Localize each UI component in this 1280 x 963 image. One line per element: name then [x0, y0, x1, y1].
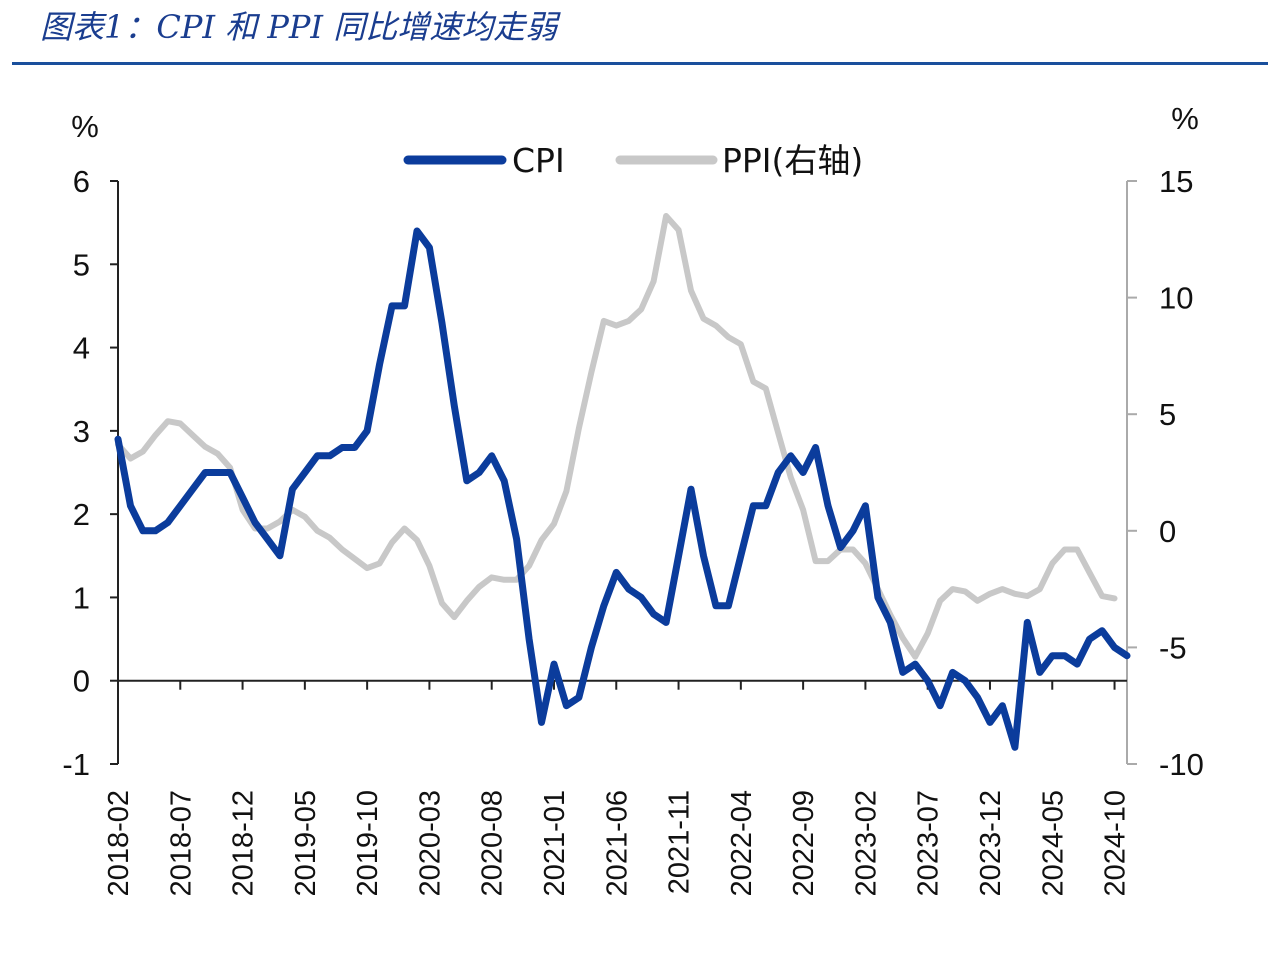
ppi-series-line [115, 213, 1118, 660]
left-tick-label: 3 [73, 414, 90, 449]
right-tick-label: 5 [1159, 397, 1176, 432]
x-tick-label: 2021-01 [539, 790, 571, 896]
x-tick-label: 2019-10 [352, 790, 384, 896]
x-tick-label: 2023-02 [850, 790, 882, 896]
x-tick-label: 2018-12 [228, 790, 260, 896]
cpi-series-line [114, 227, 1131, 751]
x-tick-label: 2020-03 [414, 790, 446, 896]
right-axis-unit: % [1171, 101, 1199, 136]
x-tick-label: 2018-02 [103, 790, 135, 896]
x-tick-label: 2021-06 [601, 790, 633, 896]
left-tick-label: 2 [73, 497, 90, 532]
legend: CPI PPI(右轴) [403, 141, 863, 180]
x-tick-label: 2024-10 [1100, 790, 1132, 896]
left-tick-label: 4 [73, 331, 90, 366]
right-tick-label: 15 [1159, 164, 1193, 199]
left-tick-label: 6 [73, 164, 90, 199]
left-tick-label: -1 [62, 747, 90, 782]
x-tick-label: 2024-05 [1037, 790, 1069, 896]
left-tick-label: 1 [73, 580, 90, 615]
figure-title: 图表1：CPI 和 PPI 同比增速均走弱 [40, 8, 558, 46]
left-axis-unit: % [71, 109, 99, 144]
x-tick-label: 2022-04 [726, 790, 758, 896]
x-tick-label: 2019-05 [290, 790, 322, 896]
x-tick-label: 2023-07 [913, 790, 945, 896]
x-tick-label: 2023-12 [975, 790, 1007, 896]
left-tick-label: 5 [73, 247, 90, 282]
right-tick-label: -10 [1159, 747, 1204, 782]
title-divider [12, 62, 1268, 65]
x-tick-label: 2020-08 [477, 790, 509, 896]
right-tick-label: 10 [1159, 281, 1193, 316]
x-tick-label: 2018-07 [165, 790, 197, 896]
left-tick-label: 0 [73, 664, 90, 699]
right-tick-label: 0 [1159, 514, 1176, 549]
right-tick-label: -5 [1159, 630, 1187, 665]
x-tick-label: 2022-09 [788, 790, 820, 896]
legend-label-cpi: CPI [512, 141, 565, 180]
series-layer [114, 213, 1131, 751]
legend-label-ppi: PPI(右轴) [722, 141, 863, 180]
x-tick-label: 2021-11 [664, 790, 696, 894]
